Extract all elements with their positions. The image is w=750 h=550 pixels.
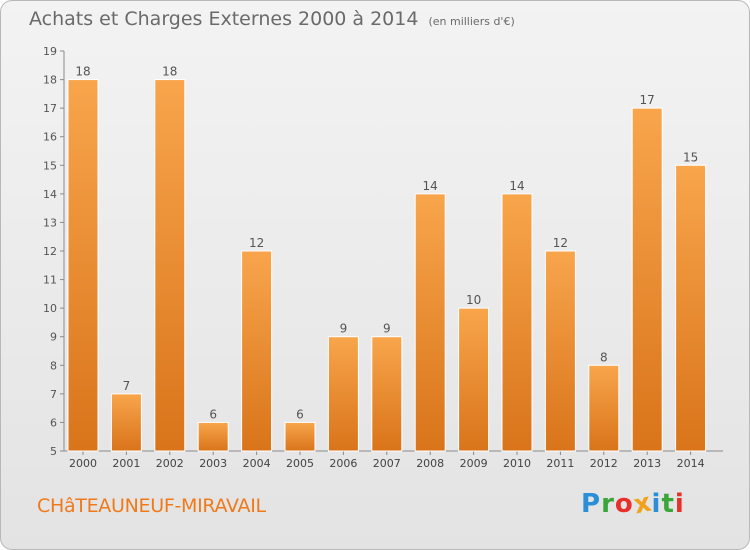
bar-2007: [371, 336, 403, 452]
data-label-2001: 7: [123, 379, 131, 393]
commune-name: CHâTEAUNEUF-MIRAVAIL: [37, 495, 266, 517]
x-tick-label-2001: 2001: [112, 457, 140, 470]
y-tick-label: 14: [43, 188, 57, 201]
logo-letter: P: [581, 489, 602, 519]
chart-title-block: Achats et Charges Externes 2000 à 2014 (e…: [29, 8, 515, 30]
x-tick-label-2003: 2003: [199, 457, 227, 470]
x-tick-label-2014: 2014: [677, 457, 705, 470]
data-label-2005: 6: [296, 407, 304, 421]
y-tick-label: 5: [50, 445, 57, 458]
x-tick-label-2009: 2009: [460, 457, 488, 470]
x-tick-label-2013: 2013: [633, 457, 661, 470]
bar-2004: [241, 250, 273, 452]
x-tick-label-2010: 2010: [503, 457, 531, 470]
x-tick-label-2004: 2004: [243, 457, 271, 470]
data-label-2003: 6: [209, 407, 217, 421]
logo-letter: i: [651, 489, 662, 519]
y-tick-label: 7: [50, 388, 57, 401]
data-label-2006: 9: [340, 322, 348, 336]
chart-title: Achats et Charges Externes 2000 à 2014: [29, 8, 419, 30]
data-label-2011: 12: [553, 236, 568, 250]
data-label-2007: 9: [383, 322, 391, 336]
logo-letter: r: [601, 489, 615, 519]
logo-letter: i: [674, 489, 685, 519]
y-tick-label: 15: [43, 159, 57, 172]
x-tick-label-2008: 2008: [416, 457, 444, 470]
bar-2006: [327, 336, 359, 452]
x-tick-label-2011: 2011: [546, 457, 574, 470]
y-tick-label: 17: [43, 102, 57, 115]
x-tick-label-2007: 2007: [373, 457, 401, 470]
data-label-2008: 14: [423, 179, 438, 193]
bar-2000: [67, 79, 99, 452]
bar-2013: [631, 107, 663, 452]
data-label-2004: 12: [249, 236, 264, 250]
y-tick-label: 13: [43, 216, 57, 229]
x-tick-label-2002: 2002: [156, 457, 184, 470]
bar-2002: [154, 79, 186, 452]
data-label-2009: 10: [466, 293, 481, 307]
logo-letter: o: [614, 489, 634, 519]
y-tick-label: 19: [43, 45, 57, 58]
data-label-2012: 8: [600, 350, 608, 364]
proxiti-logo: Proxiti: [581, 487, 685, 520]
y-tick-label: 16: [43, 131, 57, 144]
data-label-2010: 14: [509, 179, 524, 193]
bar-2012: [588, 364, 620, 452]
y-tick-label: 10: [43, 302, 57, 315]
x-tick-label-2005: 2005: [286, 457, 314, 470]
y-tick-label: 8: [50, 359, 57, 372]
data-label-2014: 15: [683, 150, 698, 164]
bar-2014: [675, 164, 707, 452]
y-tick-label: 11: [43, 274, 57, 287]
x-tick-label-2000: 2000: [69, 457, 97, 470]
x-tick-label-2012: 2012: [590, 457, 618, 470]
y-tick-label: 18: [43, 74, 57, 87]
chart-unit: (en milliers d'€): [428, 15, 515, 28]
x-tick-label-2006: 2006: [329, 457, 357, 470]
data-label-2000: 18: [75, 65, 90, 79]
bar-2011: [544, 250, 576, 452]
data-label-2013: 17: [640, 93, 655, 107]
logo-letter: t: [661, 489, 675, 519]
y-tick-label: 9: [50, 331, 57, 344]
bar-2001: [110, 393, 142, 452]
data-label-2002: 18: [162, 65, 177, 79]
y-tick-label: 6: [50, 416, 57, 429]
bar-2008: [414, 193, 446, 452]
bar-2009: [458, 307, 490, 452]
bar-2005: [284, 421, 316, 452]
bar-2003: [197, 421, 229, 452]
bar-2010: [501, 193, 533, 452]
y-tick-label: 12: [43, 245, 57, 258]
